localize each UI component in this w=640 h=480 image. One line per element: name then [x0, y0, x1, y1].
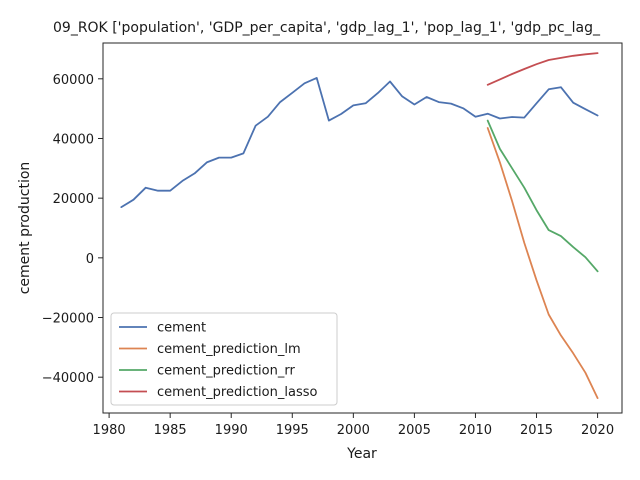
y-tick-label: 60000: [53, 73, 94, 88]
y-tick-label: −20000: [42, 312, 94, 327]
y-tick-label: 20000: [53, 192, 94, 207]
series-lines: [120, 52, 599, 400]
legend-label: cement: [157, 321, 206, 336]
y-tick-label: 40000: [53, 132, 94, 147]
series-line-cement: [120, 77, 599, 209]
series-line-cement-prediction-lm: [486, 127, 599, 400]
series-line-cement-prediction-rr: [486, 119, 599, 273]
x-axis-label: Year: [346, 446, 377, 462]
legend: cement cement_prediction_lm cement_predict…: [110, 312, 338, 406]
y-axis-label: cement production: [17, 162, 33, 295]
chart-title: 09_ROK ['population', 'GDP_per_capita', …: [53, 20, 601, 36]
axis-ticks: 1980 1985 1990 1995 2000 2005 2010 2015 2020 −400…: [42, 73, 614, 438]
x-tick-label: 2020: [581, 423, 614, 438]
axes-frame: [102, 42, 623, 414]
legend-label: cement_prediction_rr: [157, 364, 295, 379]
x-tick-label: 1985: [154, 423, 187, 438]
x-tick-label: 1980: [93, 423, 126, 438]
x-tick-label: 1995: [276, 423, 309, 438]
x-tick-label: 1990: [215, 423, 248, 438]
x-tick-label: 2010: [459, 423, 492, 438]
y-tick-label: −40000: [42, 371, 94, 386]
legend-label: cement_prediction_lasso: [157, 385, 317, 400]
x-tick-label: 2000: [337, 423, 370, 438]
plot-area-border: [102, 42, 623, 414]
legend-box: [110, 312, 338, 406]
y-tick-label: 0: [86, 252, 94, 267]
series-line-cement-prediction-lasso: [486, 52, 599, 86]
legend-label: cement_prediction_lm: [157, 342, 301, 357]
x-tick-label: 2015: [520, 423, 553, 438]
x-tick-label: 2005: [398, 423, 431, 438]
